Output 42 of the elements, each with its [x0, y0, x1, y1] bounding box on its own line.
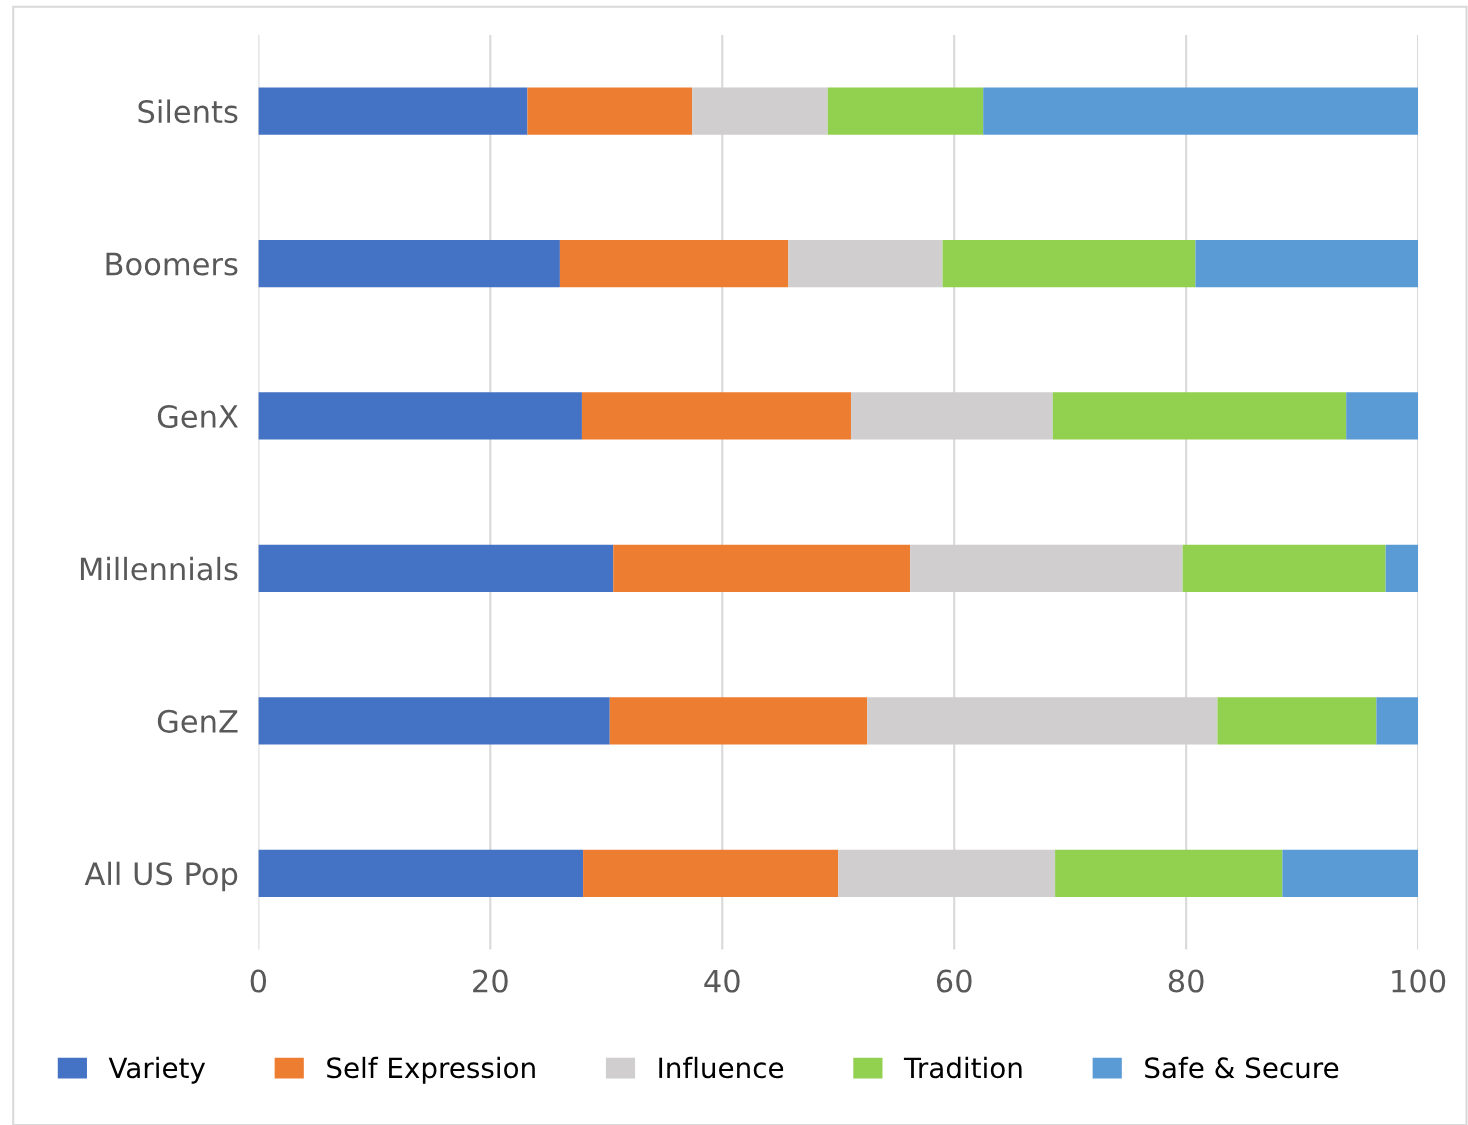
bar: [1052, 392, 1347, 440]
bar: [609, 697, 868, 745]
bar: [983, 87, 1419, 135]
x-tick-label: 60: [936, 969, 972, 993]
bar: [827, 87, 984, 135]
bar: [1217, 697, 1377, 745]
bar: [258, 849, 584, 897]
y-tick-label: All US Pop: [84, 861, 238, 892]
legend-label: Safe & Secure: [1145, 1056, 1339, 1079]
bar: [1055, 849, 1283, 897]
bar: [1376, 697, 1419, 745]
x-tick-label: 80: [1168, 969, 1204, 993]
bar: [613, 544, 911, 593]
x-tick-label: 20: [473, 969, 508, 993]
x-tick-label: 100: [1392, 969, 1446, 993]
bar: [258, 239, 560, 288]
bar: [581, 392, 851, 440]
legend-label: Influence: [659, 1056, 784, 1079]
bar: [1282, 849, 1419, 897]
bar: [942, 239, 1196, 288]
x-tick-label: 0: [250, 969, 267, 993]
legend-label: Tradition: [903, 1056, 1022, 1079]
x-tick-label: 40: [704, 969, 740, 993]
bar: [258, 544, 614, 593]
legend-label: Self Expression: [327, 1056, 535, 1084]
bar: [258, 697, 610, 745]
y-tick-label: Millennials: [80, 556, 238, 581]
bar: [583, 849, 839, 897]
bar: [788, 239, 943, 288]
bar: [1182, 544, 1386, 593]
y-tick-label: GenZ: [157, 709, 238, 733]
y-tick-label: GenX: [157, 404, 238, 429]
y-tick-label: Boomers: [106, 252, 238, 276]
bar: [1195, 239, 1419, 288]
legend-label: Variety: [108, 1056, 206, 1084]
bar: [258, 392, 582, 440]
bar: [527, 87, 693, 135]
bar: [1385, 544, 1419, 593]
y-tick-label: Silents: [138, 99, 238, 124]
bar: [1346, 392, 1419, 440]
bar: [258, 87, 528, 135]
bar: [559, 239, 789, 288]
